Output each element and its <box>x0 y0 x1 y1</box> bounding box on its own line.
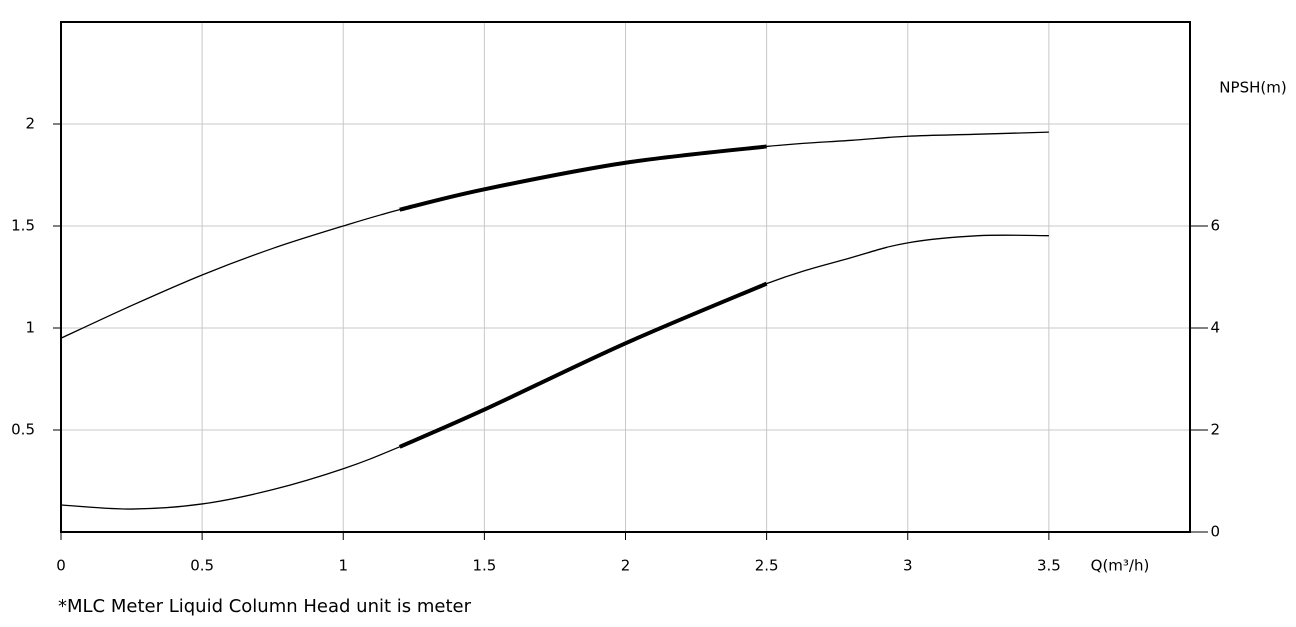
y2-tick-label: 2 <box>1210 421 1220 439</box>
y-tick-label: 0.5 <box>11 421 35 439</box>
curve <box>60 234 1049 510</box>
y2-tick-label: 0 <box>1210 523 1220 541</box>
footnote: *MLC Meter Liquid Column Head unit is me… <box>58 596 472 617</box>
y-tick-label: 2 <box>25 115 35 133</box>
x-axis-label: Q(m³/h) <box>1091 557 1150 575</box>
x-tick-label: 3 <box>903 557 913 575</box>
y-tick-label: 1.5 <box>11 217 35 235</box>
curve <box>60 131 1049 339</box>
y-tick-label: 1 <box>25 319 35 337</box>
x-tick-label: 1 <box>338 557 348 575</box>
x-tick-label: 0 <box>56 557 66 575</box>
y2-axis-label: NPSH(m) <box>1219 79 1286 97</box>
x-tick-label: 1.5 <box>472 557 496 575</box>
y2-tick-label: 4 <box>1210 319 1220 337</box>
curve-highlight <box>399 144 767 212</box>
y2-tick-label: 6 <box>1210 217 1220 235</box>
x-tick-label: 3.5 <box>1037 557 1061 575</box>
plot-frame <box>60 21 1191 533</box>
x-tick-label: 0.5 <box>190 557 214 575</box>
x-tick-label: 2 <box>621 557 631 575</box>
curve-highlight <box>398 281 768 449</box>
x-tick-label: 2.5 <box>755 557 779 575</box>
